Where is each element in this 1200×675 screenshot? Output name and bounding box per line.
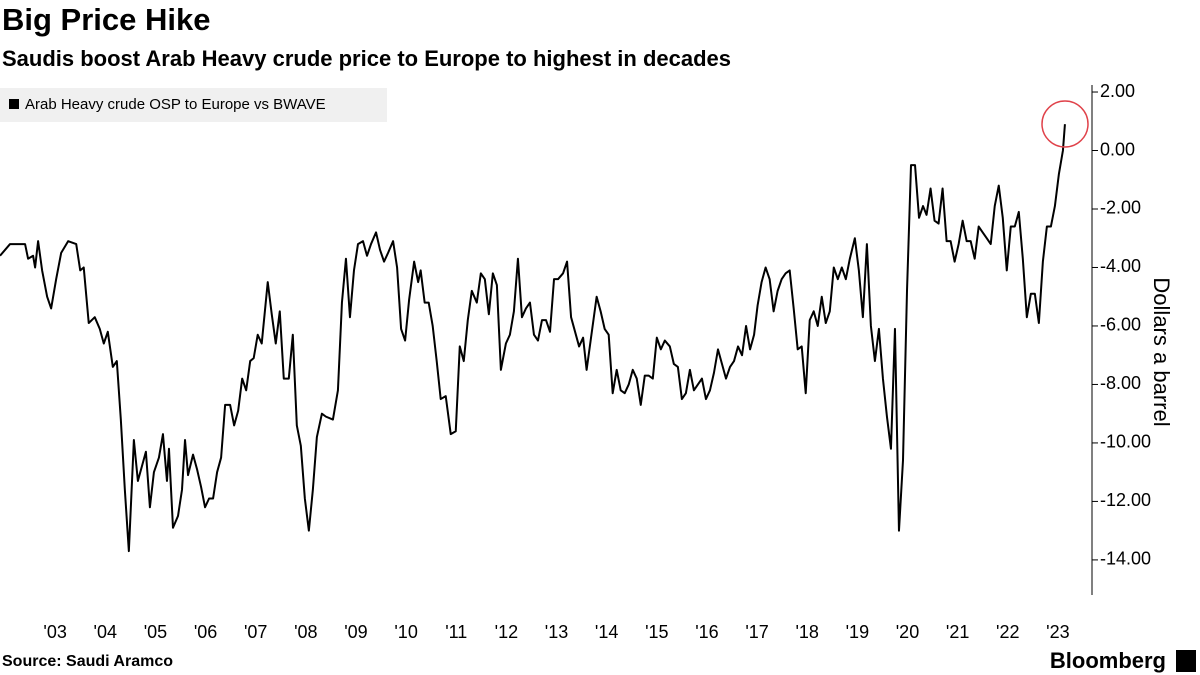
x-tick-label: '22: [996, 622, 1019, 642]
x-tick-label: '06: [194, 622, 217, 642]
x-tick-label: '09: [344, 622, 367, 642]
y-tick-label: -14.00: [1100, 549, 1151, 569]
series-line: [0, 124, 1066, 553]
brand: Bloomberg: [1050, 648, 1166, 673]
x-tick-label: '07: [244, 622, 267, 642]
y-tick-label: -2.00: [1100, 198, 1141, 218]
x-tick-label: '23: [1046, 622, 1069, 642]
x-tick-label: '12: [495, 622, 518, 642]
x-tick-label: '15: [645, 622, 668, 642]
y-tick-label: -6.00: [1100, 315, 1141, 335]
x-tick-label: '03: [43, 622, 66, 642]
x-tick-label: '21: [946, 622, 969, 642]
x-tick-label: '13: [545, 622, 568, 642]
y-axis-title: Dollars a barrel: [1149, 277, 1174, 426]
y-tick-label: 0.00: [1100, 139, 1135, 159]
source-note: Source: Saudi Aramco: [2, 653, 173, 670]
chart-subtitle: Saudis boost Arab Heavy crude price to E…: [2, 46, 731, 71]
legend-label: Arab Heavy crude OSP to Europe vs BWAVE: [25, 96, 326, 113]
x-tick-label: '14: [595, 622, 618, 642]
x-tick-label: '18: [795, 622, 818, 642]
x-tick-label: '05: [144, 622, 167, 642]
x-tick-label: '16: [695, 622, 718, 642]
y-tick-label: -4.00: [1100, 256, 1141, 276]
x-tick-label: '17: [745, 622, 768, 642]
x-tick-label: '19: [846, 622, 869, 642]
y-tick-label: -10.00: [1100, 432, 1151, 452]
legend-box: [0, 88, 387, 122]
x-tick-label: '04: [94, 622, 117, 642]
x-tick-label: '10: [394, 622, 417, 642]
y-tick-label: 2.00: [1100, 81, 1135, 101]
highlight-circle: [1041, 100, 1089, 148]
y-tick-label: -8.00: [1100, 373, 1141, 393]
legend-swatch: [9, 99, 19, 109]
x-tick-label: '20: [896, 622, 919, 642]
y-tick-label: -12.00: [1100, 490, 1151, 510]
chart-title: Big Price Hike: [2, 2, 210, 37]
brand-icon: [1176, 650, 1196, 672]
x-tick-label: '11: [445, 622, 467, 642]
x-tick-label: '08: [294, 622, 317, 642]
